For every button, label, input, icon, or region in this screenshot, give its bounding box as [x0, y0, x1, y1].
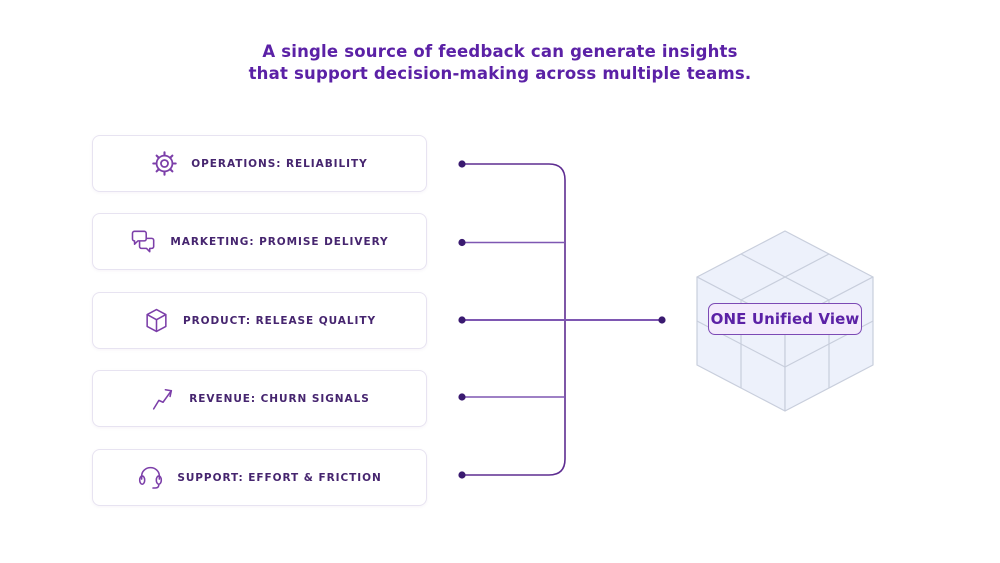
- gear-icon: [151, 150, 178, 177]
- source-card-product: PRODUCT: RELEASE QUALITY: [92, 292, 427, 349]
- source-card-label: PRODUCT: RELEASE QUALITY: [182, 314, 377, 327]
- source-card-label: MARKETING: PROMISE DELIVERY: [170, 235, 389, 248]
- source-card-marketing: MARKETING: PROMISE DELIVERY: [92, 213, 427, 270]
- connector-dot: [458, 393, 466, 401]
- headphones-icon: [137, 464, 164, 491]
- diagram-title-line1: A single source of feedback can generate…: [262, 42, 738, 61]
- cube-icon: [143, 307, 170, 334]
- unified-view-label-text: ONE Unified View: [710, 310, 860, 328]
- source-card-operations: OPERATIONS: RELIABILITY: [92, 135, 427, 192]
- source-card-revenue: REVENUE: CHURN SIGNALS: [92, 370, 427, 427]
- trend-arrow-icon: [149, 385, 176, 412]
- source-card-support: SUPPORT: EFFORT & FRICTION: [92, 449, 427, 506]
- connector-dot: [658, 316, 666, 324]
- diagram-title-line2: that support decision-making across mult…: [248, 64, 752, 83]
- unified-view-label: ONE Unified View: [708, 303, 862, 335]
- connector-dot: [458, 471, 466, 479]
- connector-dot: [458, 238, 466, 247]
- connector-bracket: [462, 163, 566, 476]
- source-card-label: SUPPORT: EFFORT & FRICTION: [177, 471, 382, 484]
- source-card-label: REVENUE: CHURN SIGNALS: [189, 392, 370, 405]
- diagram-title: A single source of feedback can generate…: [0, 41, 1000, 85]
- chat-bubbles-icon: [130, 228, 157, 255]
- connector-dot: [458, 160, 466, 168]
- source-card-label: OPERATIONS: RELIABILITY: [191, 157, 368, 170]
- connector-dot: [458, 316, 466, 324]
